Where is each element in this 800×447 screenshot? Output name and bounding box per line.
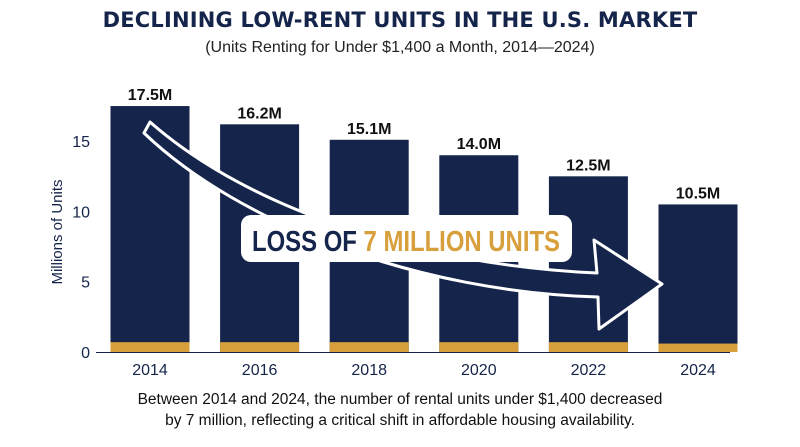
bar-value-label: 12.5M [566, 157, 610, 174]
y-tick-label: 5 [81, 275, 90, 292]
bar-value-label: 15.1M [347, 121, 391, 138]
decline-arrow [142, 120, 664, 331]
x-tick-label: 2014 [132, 362, 168, 379]
bar-value-label: 14.0M [457, 136, 501, 153]
x-tick-label: 2016 [242, 362, 278, 379]
caption-line-2: by 7 million, reflecting a critical shif… [165, 412, 635, 429]
x-tick-label: 2022 [571, 362, 607, 379]
y-tick-label: 10 [72, 204, 90, 221]
bar-value-label: 17.5M [128, 87, 172, 104]
annotation-highlight: 7 MILLION UNITS [364, 226, 560, 258]
y-tick-label: 0 [81, 345, 90, 362]
bar-value-label: 16.2M [237, 105, 281, 122]
x-tick-label: 2024 [680, 362, 716, 379]
annotation-text: LOSS OF 7 MILLION UNITS [252, 226, 560, 258]
bar-base-segment-2016 [220, 342, 300, 352]
bar-base-segment-2018 [329, 342, 409, 352]
x-tick-label: 2020 [461, 362, 497, 379]
y-tick-label: 15 [72, 134, 90, 151]
y-axis-label: Millions of Units [49, 179, 66, 284]
x-tick-label: 2018 [351, 362, 387, 379]
bar-base-segment-2022 [548, 342, 628, 352]
bar-2024 [658, 204, 738, 352]
bar-value-label: 10.5M [676, 185, 720, 202]
chart-caption: Between 2014 and 2024, the number of ren… [0, 389, 800, 431]
chart-subtitle: (Units Renting for Under $1,400 a Month,… [205, 39, 595, 56]
bar-base-segment-2024 [658, 343, 738, 352]
caption-line-1: Between 2014 and 2024, the number of ren… [137, 391, 663, 408]
loss-annotation: LOSS OF 7 MILLION UNITS [241, 215, 572, 262]
annotation-box [241, 215, 572, 262]
bar-base-segment-2014 [110, 342, 190, 352]
y-axis: Millions of Units 0 5 10 15 [49, 134, 90, 362]
decline-arrow-shape [142, 120, 664, 331]
bar-base-segment-2020 [439, 342, 519, 352]
x-axis: 2014 2016 2018 2020 2022 2024 [132, 362, 716, 379]
annotation-prefix: LOSS OF [252, 226, 364, 258]
chart-title: DECLINING LOW-RENT UNITS IN THE U.S. MAR… [102, 8, 698, 32]
